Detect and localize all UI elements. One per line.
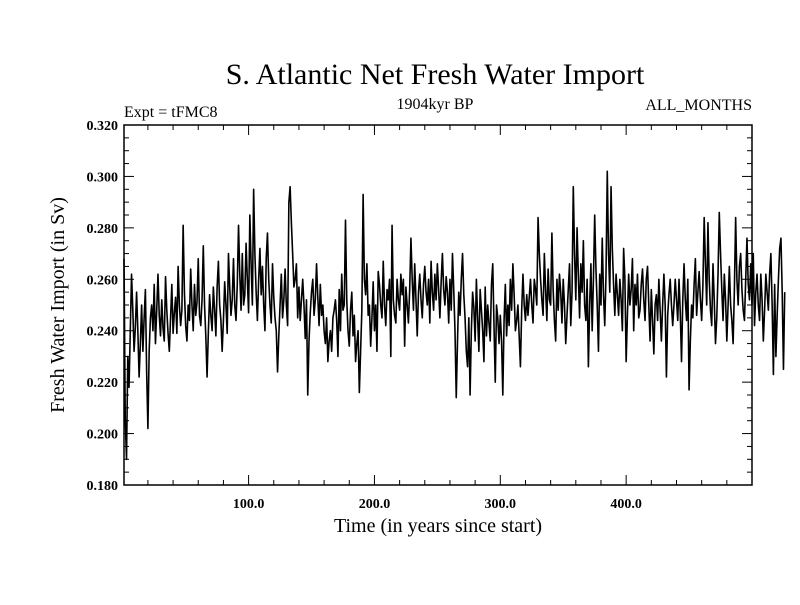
x-tick-label: 100.0 bbox=[233, 497, 265, 512]
y-tick-label: 0.320 bbox=[87, 119, 119, 134]
chart-title: S. Atlantic Net Fresh Water Import bbox=[226, 58, 645, 91]
y-tick-label: 0.300 bbox=[87, 170, 119, 185]
period-label: 1904kyr BP bbox=[397, 96, 474, 113]
y-tick-label: 0.280 bbox=[87, 222, 119, 237]
plot-area bbox=[123, 170, 786, 461]
x-axis-title: Time (in years since start) bbox=[334, 515, 542, 537]
x-tick-label: 300.0 bbox=[485, 497, 517, 512]
y-tick-label: 0.180 bbox=[87, 479, 119, 494]
plot-frame bbox=[123, 124, 753, 486]
y-tick-label: 0.220 bbox=[87, 376, 119, 391]
y-tick-label: 0.200 bbox=[87, 428, 119, 443]
y-tick-label: 0.260 bbox=[87, 273, 119, 288]
x-axis-ticks: 100.0 200.0 300.0 400.0 bbox=[147, 125, 728, 512]
months-label: ALL_MONTHS bbox=[645, 97, 752, 114]
series-line bbox=[123, 170, 786, 461]
y-axis-title: Fresh Water Import (in Sv) bbox=[47, 197, 69, 413]
x-tick-label: 200.0 bbox=[359, 497, 391, 512]
experiment-label: Expt = tFMC8 bbox=[124, 104, 217, 121]
y-axis-ticks: 0.180 0.200 0.220 0.240 0.260 0.280 0.300 0.320 bbox=[87, 119, 752, 494]
x-tick-label: 400.0 bbox=[610, 497, 642, 512]
y-tick-label: 0.240 bbox=[87, 325, 119, 340]
